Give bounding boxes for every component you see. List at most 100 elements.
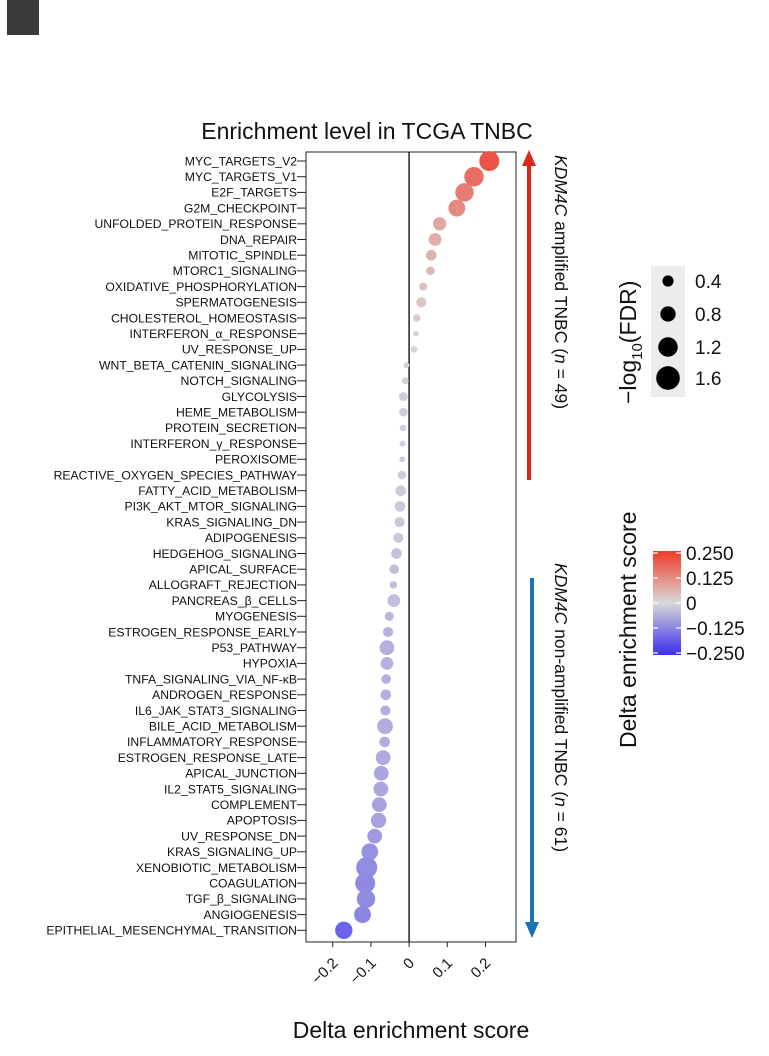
y-tick-label: OXIDATIVE_PHOSPHORYLATION (105, 280, 297, 294)
x-tick-label: 0 (400, 955, 418, 973)
y-tick-label: SPERMATOGENESIS (176, 296, 297, 310)
data-point (373, 765, 389, 781)
y-tick-label: UV_RESPONSE_DN (181, 829, 297, 843)
size-legend-label: 1.2 (695, 338, 721, 359)
size-legend-dot (660, 306, 676, 322)
plot-area (305, 151, 517, 943)
y-tick-label: MITOTIC_SPINDLE (188, 249, 297, 263)
data-point (370, 812, 387, 829)
data-point (355, 873, 376, 894)
data-point (416, 297, 427, 308)
color-bar-label: −0.250 (686, 644, 745, 665)
color-bar-label: −0.125 (686, 619, 745, 640)
x-axis-ticks: −0.2 −0.1 0 0.1 0.2 (309, 942, 494, 988)
y-tick-label: INTERFERON_γ_RESPONSE (130, 437, 297, 451)
color-legend: Delta enrichment score 0.250 0.125 0 −0.125… (615, 512, 745, 749)
data-point (398, 391, 408, 402)
y-tick-label: ESTROGEN_RESPONSE_EARLY (108, 625, 297, 639)
y-tick-label: ADIPOGENESIS (205, 531, 297, 545)
data-point (401, 377, 409, 385)
y-axis-labels: MYC_TARGETS_V2MYC_TARGETS_V1E2F_TARGETSG… (46, 154, 306, 938)
y-tick-label: APICAL_SURFACE (189, 563, 297, 577)
data-point (380, 689, 392, 701)
data-point (394, 501, 406, 512)
size-legend-label: 0.8 (695, 305, 721, 326)
data-point (335, 921, 353, 939)
y-tick-label: PROTEIN_SECRETION (165, 421, 297, 435)
y-tick-label: DNA_REPAIR (220, 233, 297, 247)
corner-square-decoration (7, 0, 39, 35)
y-tick-label: IL6_JAK_STAT3_SIGNALING (135, 704, 297, 718)
y-tick-label: GLYCOLYSIS (222, 390, 297, 404)
data-point (381, 674, 391, 684)
up-group-n-value: = 49) (551, 364, 571, 409)
data-point (380, 705, 391, 716)
y-tick-label: HYPOXIA (243, 657, 298, 671)
up-group-text: amplified TNBC ( (551, 216, 571, 354)
y-tick-label: UV_RESPONSE_UP (182, 343, 297, 357)
data-point (455, 183, 474, 202)
y-tick-label: MTORC1_SIGNALING (173, 264, 297, 278)
size-legend-title-sub: 10 (629, 343, 646, 360)
data-point (373, 781, 389, 797)
size-legend-title-main: −log (615, 360, 641, 404)
y-tick-label: ALLOGRAFT_REJECTION (149, 578, 297, 592)
y-tick-label: EPITHELIAL_MESENCHYMAL_TRANSITION (46, 924, 297, 938)
down-arrow-head (525, 922, 539, 938)
y-tick-label: KRAS_SIGNALING_UP (167, 845, 297, 859)
data-point (389, 564, 400, 574)
data-point (387, 594, 401, 607)
y-tick-label: TNFA_SIGNALING_VIA_NF-κB (125, 672, 297, 686)
size-legend-title: −log10(FDR) (615, 281, 646, 404)
data-point (367, 828, 383, 844)
data-point (356, 856, 378, 879)
data-point (399, 440, 406, 447)
size-legend-title-suffix: (FDR) (615, 281, 641, 344)
x-axis-title: Delta enrichment score (293, 1017, 530, 1043)
y-tick-label: COMPLEMENT (211, 798, 298, 812)
data-point (433, 217, 447, 231)
group-annotations: KDM4C amplified TNBC (n = 49) KDM4C non-… (522, 150, 571, 938)
data-point (371, 797, 387, 813)
x-tick-label: −0.2 (309, 955, 342, 988)
y-tick-label: TGF_β_SIGNALING (186, 892, 297, 906)
y-tick-label: E2F_TARGETS (211, 186, 297, 200)
size-legend-dot (658, 337, 678, 357)
data-point (479, 151, 500, 171)
data-point (377, 718, 393, 735)
plot-frame (305, 151, 517, 943)
data-point (413, 330, 419, 337)
y-tick-label: PANCREAS_β_CELLS (172, 594, 297, 608)
y-tick-label: APICAL_JUNCTION (185, 767, 297, 781)
data-point (399, 407, 408, 417)
data-point (391, 548, 402, 559)
y-tick-label: IL2_STAT5_SIGNALING (164, 782, 297, 796)
data-point (384, 611, 394, 621)
y-tick-label: APOPTOSIS (227, 814, 297, 828)
y-tick-label: INFLAMMATORY_RESPONSE (127, 735, 297, 749)
chart-title: Enrichment level in TCGA TNBC (201, 118, 533, 144)
y-tick-label: MYOGENESIS (215, 610, 297, 624)
color-bar-label: 0.125 (686, 569, 734, 590)
data-point (354, 906, 371, 924)
data-point (412, 314, 421, 322)
data-point (403, 362, 410, 369)
data-point (399, 424, 407, 432)
down-group-text: non-amplified TNBC ( (551, 624, 571, 797)
down-group-n: n (551, 797, 571, 807)
y-tick-label: WNT_BETA_CATENIN_SIGNALING (99, 358, 297, 372)
size-legend-dot (656, 366, 680, 390)
down-group-n-value: = 61) (551, 807, 571, 852)
size-legend: −log10(FDR) 0.4 0.8 1.2 1.6 (615, 266, 722, 404)
y-tick-label: ESTROGEN_RESPONSE_LATE (118, 751, 297, 765)
y-tick-label: PEROXISOME (215, 453, 297, 467)
data-point (375, 750, 391, 765)
size-legend-label: 1.6 (695, 369, 721, 390)
y-tick-label: UNFOLDED_PROTEIN_RESPONSE (95, 217, 298, 231)
y-tick-label: REACTIVE_OXYGEN_SPECIES_PATHWAY (54, 468, 297, 482)
up-group-gene: KDM4C (551, 155, 571, 217)
y-tick-label: P53_PATHWAY (211, 641, 297, 655)
data-point (394, 517, 405, 528)
y-tick-label: XENOBIOTIC_METABOLISM (136, 861, 297, 875)
y-tick-label: FATTY_ACID_METABOLISM (138, 484, 297, 498)
